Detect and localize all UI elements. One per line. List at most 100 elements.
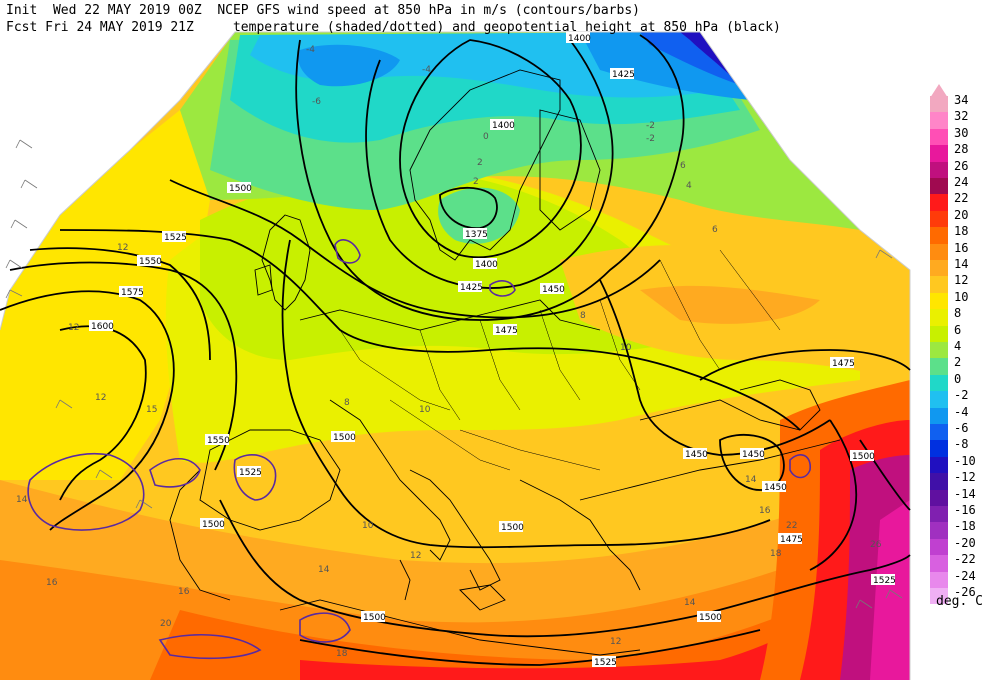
colorbar-top-arrow xyxy=(930,84,948,98)
colorbar-label: -14 xyxy=(954,486,976,501)
temperature-label: 12 xyxy=(95,393,106,403)
header-line-2: Fcst Fri 24 MAY 2019 21Z temperature (sh… xyxy=(6,20,781,35)
temperature-label: 8 xyxy=(580,311,586,321)
colorbar-label: -8 xyxy=(954,437,969,452)
svg-text:1575: 1575 xyxy=(121,288,144,298)
borders xyxy=(339,249,781,471)
colorbar-swatch xyxy=(930,227,948,244)
svg-text:1450: 1450 xyxy=(542,285,565,295)
colorbar-swatch xyxy=(930,440,948,457)
colorbar-swatch xyxy=(930,522,948,539)
wind-barbs xyxy=(5,139,903,609)
temperature-label: 4 xyxy=(686,181,692,191)
temperature-label: 12 xyxy=(410,551,421,561)
temperature-label: 16 xyxy=(178,587,190,597)
colorbar-label: 32 xyxy=(954,109,969,124)
geopotential-label: 1500 xyxy=(499,521,524,533)
svg-text:1500: 1500 xyxy=(852,452,875,462)
colorbar-label: 20 xyxy=(954,207,969,222)
geopotential-label: 1475 xyxy=(493,324,518,336)
geopotential-label: 1500 xyxy=(850,450,875,462)
svg-text:1525: 1525 xyxy=(873,576,896,586)
colorbar-swatch xyxy=(930,506,948,523)
colorbar-swatch xyxy=(930,555,948,572)
colorbar-swatch xyxy=(930,260,948,277)
colorbar-label: 34 xyxy=(954,93,969,107)
colorbar-swatch xyxy=(930,210,948,228)
header-line-1: Init Wed 22 MAY 2019 00Z NCEP GFS wind s… xyxy=(6,3,640,18)
temperature-label: 16 xyxy=(759,506,771,516)
svg-text:1525: 1525 xyxy=(594,658,617,668)
svg-text:1550: 1550 xyxy=(139,257,162,267)
geopotential-label: 1575 xyxy=(119,286,144,298)
temperature-label: 8 xyxy=(344,398,350,408)
geopotential-label: 1525 xyxy=(237,466,262,478)
temperature-label: 6 xyxy=(712,225,718,235)
geopotential-label: 1500 xyxy=(331,431,356,443)
svg-text:1500: 1500 xyxy=(333,433,356,443)
svg-text:1500: 1500 xyxy=(363,613,386,623)
temperature-label: 10 xyxy=(362,521,374,531)
colorbar-label: -12 xyxy=(954,470,976,485)
colorbar-label: -4 xyxy=(954,404,969,419)
svg-text:1600: 1600 xyxy=(91,322,114,332)
temperature-label: 22 xyxy=(786,521,797,531)
svg-text:1425: 1425 xyxy=(460,283,483,293)
geopotential-label: 1475 xyxy=(778,533,803,545)
colorbar-swatch xyxy=(930,407,948,424)
wind-contours xyxy=(27,239,811,660)
temperature-label: 14 xyxy=(318,565,330,575)
colorbar-swatch xyxy=(930,456,948,474)
colorbar-swatch xyxy=(930,391,948,408)
geopotential-label: 1450 xyxy=(683,448,708,460)
colorbar-label: -16 xyxy=(954,503,976,517)
temperature-label: 14 xyxy=(16,495,28,505)
domain-border xyxy=(0,31,911,680)
temperature-label: 6 xyxy=(680,161,686,171)
temperature-label: -6 xyxy=(312,97,321,107)
coastlines xyxy=(169,69,841,656)
colorbar-label: 2 xyxy=(954,355,962,370)
svg-text:1550: 1550 xyxy=(207,436,230,446)
svg-text:1500: 1500 xyxy=(229,184,252,194)
geopotential-label: 1525 xyxy=(871,574,896,586)
colorbar-swatch xyxy=(930,538,948,556)
geopotential-label: 1500 xyxy=(697,611,722,623)
temperature-label: 14 xyxy=(684,598,696,608)
colorbar-swatch xyxy=(930,276,948,293)
colorbar-swatch xyxy=(930,342,948,359)
colorbar-swatch xyxy=(930,178,948,195)
colorbar-label: 14 xyxy=(954,257,969,271)
colorbar-label: 6 xyxy=(954,322,962,337)
geopotential-label: 1525 xyxy=(162,231,187,243)
temperature-label: -4 xyxy=(422,65,431,75)
colorbar-swatch xyxy=(930,374,948,392)
geopotential-label: 1475 xyxy=(830,357,855,369)
temperature-label: 2 xyxy=(477,158,483,168)
geopotential-label: 1600 xyxy=(89,320,114,332)
temperature-label: 18 xyxy=(336,649,348,659)
svg-text:1450: 1450 xyxy=(764,483,787,493)
geopotential-label: 1525 xyxy=(592,656,617,668)
colorbar-label: 0 xyxy=(954,371,962,386)
colorbar-label: 12 xyxy=(954,273,969,288)
svg-text:1525: 1525 xyxy=(164,233,187,243)
colorbar-label: -10 xyxy=(954,453,976,468)
svg-text:1500: 1500 xyxy=(501,523,524,533)
colorbar-label: -20 xyxy=(954,535,976,550)
geopotential-label: 1450 xyxy=(540,283,565,295)
colorbar-label: 8 xyxy=(954,306,962,321)
temperature-label: 0 xyxy=(483,132,489,142)
temperature-label: 10 xyxy=(419,405,431,415)
colorbar-label: 10 xyxy=(954,289,969,304)
colorbar-label: -18 xyxy=(954,519,976,534)
geopotential-label: 1400 xyxy=(473,258,498,270)
temperature-label: -4 xyxy=(306,45,315,55)
colorbar-label: -22 xyxy=(954,552,976,567)
geopotential-label-layer: 1400 1425 1400 1375 1400 1425 1450 1475 … xyxy=(89,32,896,668)
geopotential-label: 1400 xyxy=(490,119,515,131)
temperature-label: 20 xyxy=(160,619,172,629)
colorbar-label: -26 xyxy=(954,585,976,599)
colorbar-label: 26 xyxy=(954,158,969,173)
temperature-label: 12 xyxy=(68,323,79,333)
